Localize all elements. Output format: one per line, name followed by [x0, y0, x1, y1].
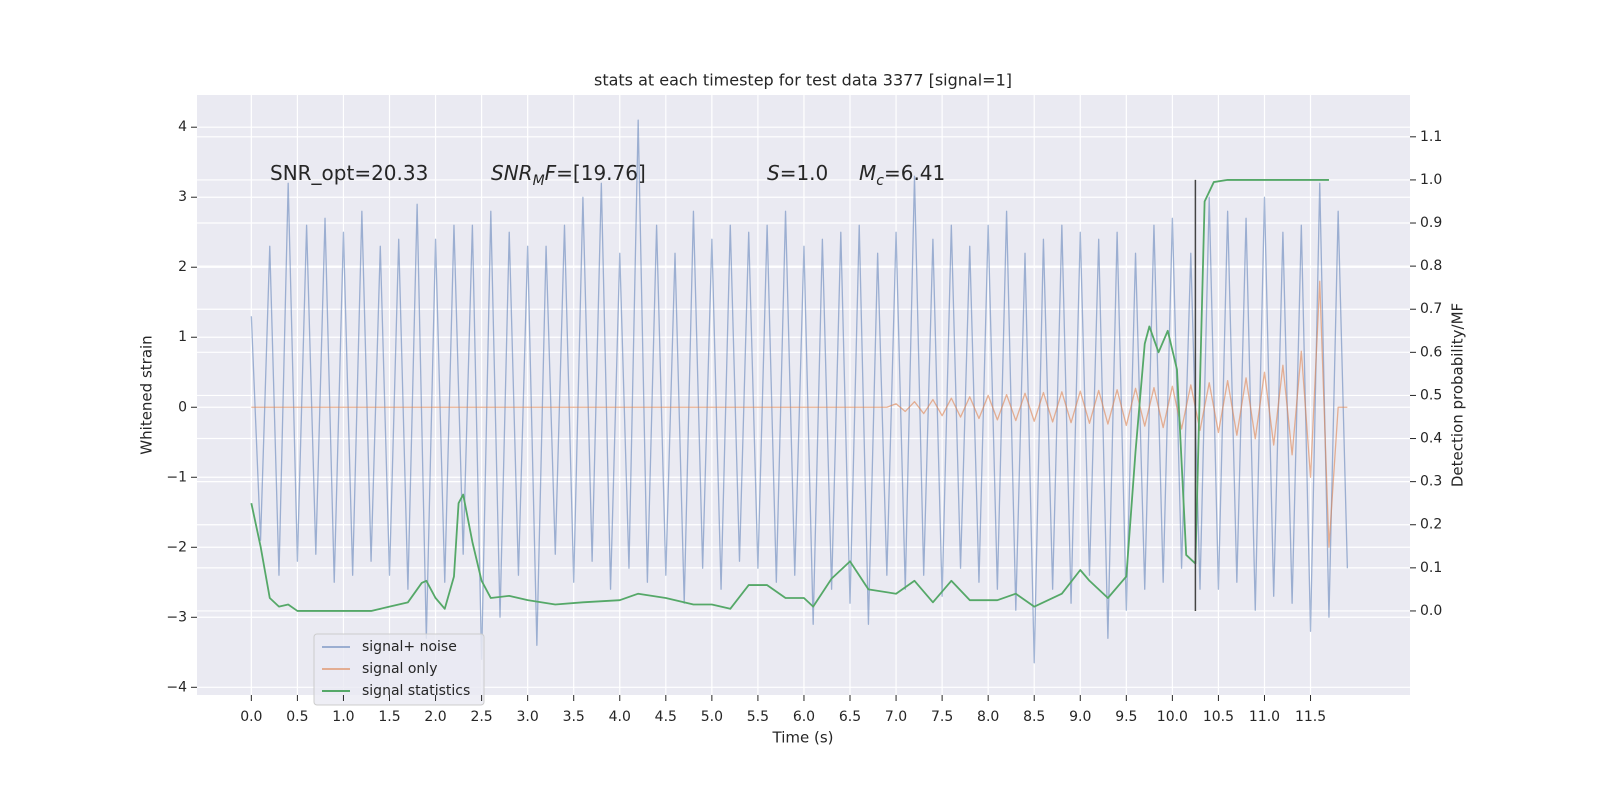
series-line — [250, 179, 1329, 612]
y-tick-label: 2 — [178, 259, 187, 275]
y-axis-label: Whitened strain — [138, 335, 156, 454]
annotation-part: M — [533, 173, 545, 189]
annotation-part: c — [876, 173, 884, 189]
x-tick-label: 3.5 — [563, 709, 585, 725]
x-tick-label: 8.5 — [1023, 709, 1045, 725]
y2-tick-label: 0.4 — [1420, 431, 1442, 447]
annotation-part: F — [545, 161, 557, 185]
annotation: Mc=6.41 — [859, 161, 945, 189]
y-tick-label: −3 — [166, 609, 187, 625]
annotation-part: S — [767, 161, 780, 185]
x-tick-label: 0.0 — [240, 709, 262, 725]
annotation: S=1.0 — [767, 161, 828, 185]
x-tick-label: 4.5 — [655, 709, 677, 725]
y2-tick-label: 1.1 — [1420, 129, 1442, 145]
y2-axis-label: Detection probability/MF — [1449, 303, 1467, 487]
legend: signal+ noise signal only signal statistic… — [313, 633, 485, 706]
y-tick-label: 4 — [178, 119, 187, 135]
x-axis-label: Time (s) — [772, 729, 834, 747]
y2-tick-label: 0.9 — [1420, 215, 1442, 231]
annotation: SNRMF=[19.76] — [491, 161, 646, 189]
x-tick-label: 9.5 — [1115, 709, 1137, 725]
x-tick-label: 3.0 — [517, 709, 539, 725]
x-tick-label: 11.5 — [1295, 709, 1326, 725]
series-line — [250, 119, 1349, 664]
legend-box — [313, 633, 485, 706]
annotation-part: =6.41 — [884, 161, 945, 185]
x-tick-label: 6.0 — [793, 709, 815, 725]
y2-tick-label: 0.5 — [1420, 387, 1442, 403]
x-tick-label: 7.0 — [885, 709, 907, 725]
annotation-part: =[19.76] — [556, 161, 646, 185]
annotation-part: =1.0 — [780, 161, 829, 185]
y2-tick-label: 1.0 — [1420, 172, 1442, 188]
x-tick-label: 4.0 — [609, 709, 631, 725]
x-tick-label: 5.5 — [747, 709, 769, 725]
x-tick-label: 10.5 — [1203, 709, 1234, 725]
annotation-part: SNR_opt=20.33 — [270, 161, 428, 185]
x-tick-label: 5.0 — [701, 709, 723, 725]
legend-label: signal only — [362, 661, 437, 677]
x-tick-label: 9.0 — [1069, 709, 1091, 725]
x-tick-label: 11.0 — [1249, 709, 1280, 725]
legend-label: signal statistics — [362, 683, 470, 699]
y2-tick-label: 0.8 — [1420, 258, 1442, 274]
x-tick-label: 2.5 — [470, 709, 492, 725]
y2-tick-label: 0.2 — [1420, 517, 1442, 533]
x-tick-label: 1.0 — [332, 709, 354, 725]
annotation: SNR_opt=20.33 — [270, 161, 428, 185]
legend-label: signal+ noise — [362, 639, 457, 655]
x-tick-label: 8.0 — [977, 709, 999, 725]
y2-tick-label: 0.6 — [1420, 344, 1442, 360]
annotations: SNR_opt=20.33 SNRMF=[19.76] S=1.0 Mc=6.41 — [270, 161, 945, 189]
y-tick-label: −1 — [166, 469, 187, 485]
x-tick-label: 1.5 — [378, 709, 400, 725]
x-tick-label: 7.5 — [931, 709, 953, 725]
y-tick-label: −2 — [166, 539, 187, 555]
x-tick-label: 10.0 — [1157, 709, 1188, 725]
y-tick-label: −4 — [166, 679, 187, 695]
annotation-part: SNR — [491, 161, 533, 185]
x-tick-label: 2.0 — [424, 709, 446, 725]
y2-tick-label: 0.3 — [1420, 474, 1442, 490]
marks — [250, 119, 1349, 664]
y-tick-label: 3 — [178, 189, 187, 205]
annotation-part: M — [859, 161, 876, 185]
x-tick-label: 6.5 — [839, 709, 861, 725]
y-tick-label: 0 — [178, 399, 187, 415]
y2-tick-label: 0.1 — [1420, 560, 1442, 576]
y-tick-label: 1 — [178, 329, 187, 345]
series-line — [251, 280, 1348, 548]
x-tick-label: 0.5 — [286, 709, 308, 725]
y2-tick-label: 0.0 — [1420, 603, 1442, 619]
chart-title: stats at each timestep for test data 337… — [594, 71, 1012, 90]
y2-tick-label: 0.7 — [1420, 301, 1442, 317]
